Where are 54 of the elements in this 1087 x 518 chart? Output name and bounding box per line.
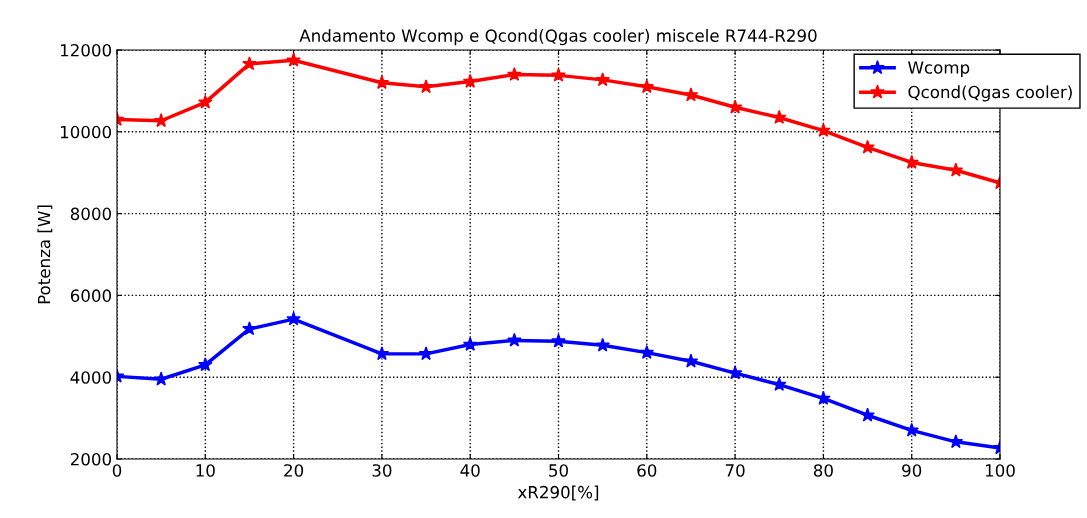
point	[418, 79, 434, 94]
point	[153, 371, 169, 386]
x-axis-title: xR290[%]	[517, 485, 599, 501]
x-tick-label: 0	[112, 464, 122, 477]
y-tick-label: 6000	[70, 289, 112, 302]
point	[904, 422, 919, 437]
point	[771, 376, 787, 391]
point	[507, 66, 522, 81]
point	[242, 321, 257, 336]
point	[816, 390, 831, 405]
x-tick-label: 40	[460, 464, 480, 477]
point	[683, 353, 699, 368]
legend-label: Wcomp	[908, 61, 970, 78]
point	[198, 357, 213, 372]
point	[462, 73, 478, 88]
y-axis-title: Potenza [W]	[37, 205, 53, 304]
point	[418, 346, 434, 361]
y-tick-label: 4000	[70, 371, 112, 384]
point	[860, 139, 875, 154]
x-tick-label: 80	[813, 464, 833, 477]
x-tick-label: 50	[549, 464, 568, 477]
point	[860, 407, 875, 422]
chart-title: Andamento Wcomp e Qcond(Qgas cooler) miscele R744-R290	[299, 29, 817, 46]
y-tick-label: 8000	[70, 207, 112, 221]
point	[595, 337, 610, 352]
x-tick-label: 10	[196, 464, 215, 477]
point	[904, 154, 919, 169]
x-tick-label: 30	[372, 464, 392, 477]
point	[286, 311, 301, 326]
y-tick-label: 10000	[60, 125, 112, 139]
point	[198, 94, 213, 109]
y-tick-label: 2000	[70, 452, 112, 466]
point	[286, 52, 301, 67]
x-tick-label: 100	[985, 464, 1015, 477]
x-tick-label: 70	[725, 464, 745, 477]
y-tick-label: 12000	[60, 43, 112, 57]
point	[639, 345, 655, 359]
point	[507, 332, 522, 347]
point	[639, 79, 655, 94]
point	[771, 109, 787, 124]
x-tick-label: 60	[637, 464, 657, 477]
point	[153, 113, 169, 128]
point	[683, 87, 699, 102]
point	[948, 162, 964, 177]
x-tick-label: 90	[902, 464, 922, 477]
point	[551, 67, 566, 82]
point	[816, 122, 831, 137]
point	[242, 56, 257, 71]
point	[595, 72, 610, 87]
point	[462, 336, 478, 351]
legend-label: Qcond(Qgas cooler)	[908, 85, 1072, 102]
x-tick-label: 20	[284, 464, 304, 477]
point	[551, 333, 566, 348]
point	[374, 346, 390, 361]
